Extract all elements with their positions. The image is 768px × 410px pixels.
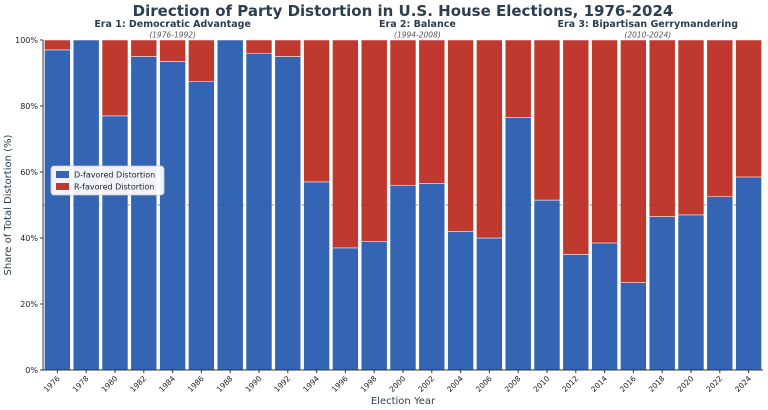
- d-favored-bar-1980: [101, 115, 129, 371]
- r-favored-bar-1996: [332, 39, 359, 249]
- d-favored-bar-2020: [677, 214, 705, 371]
- era-subtitle: (1976-1992): [149, 31, 196, 40]
- y-tick-label: 0%: [25, 366, 38, 375]
- d-favored-bar-1994: [303, 181, 330, 371]
- d-favored-bar-1996: [332, 247, 359, 371]
- d-favored-bar-2012: [562, 254, 590, 371]
- x-tick-label: 2016: [618, 374, 638, 394]
- x-tick-label: 1992: [272, 374, 292, 394]
- r-favored-bar-2022: [706, 39, 734, 197]
- y-tick-label: 20%: [20, 300, 38, 309]
- r-favored-bar-2012: [562, 39, 590, 255]
- r-favored-bar-2020: [677, 39, 705, 216]
- x-tick-label: 1986: [186, 374, 206, 394]
- legend-swatch: [56, 171, 69, 178]
- r-favored-bar-2018: [648, 39, 676, 217]
- x-tick-label: 1984: [157, 374, 177, 394]
- x-tick-label: 2010: [532, 374, 552, 394]
- y-tick-label: 100%: [15, 36, 38, 45]
- d-favored-bar-2010: [533, 199, 561, 371]
- r-favored-bar-1994: [303, 39, 330, 183]
- r-favored-bar-2016: [620, 39, 647, 283]
- d-favored-bar-1992: [274, 56, 302, 371]
- r-favored-bar-1998: [360, 39, 388, 242]
- x-tick-label: 2006: [474, 374, 494, 394]
- d-favored-bar-2004: [447, 231, 474, 371]
- legend: D-favored Distortion R-favored Distortion: [50, 165, 165, 196]
- x-tick-label: 1976: [42, 374, 62, 394]
- era-subtitle: (2010-2024): [624, 31, 671, 40]
- x-tick-label: 1988: [215, 374, 235, 394]
- era-title: Era 1: Democratic Advantage: [94, 19, 251, 30]
- era-annotations: Era 1: Democratic Advantage(1976-1992) Er…: [94, 19, 738, 40]
- x-tick-label: 1998: [359, 374, 379, 394]
- d-favored-bar-1982: [130, 56, 158, 371]
- y-tick-label: 60%: [20, 168, 38, 177]
- d-favored-bar-1990: [245, 52, 273, 371]
- era-title: Era 2: Balance: [379, 19, 456, 30]
- legend-swatch: [56, 183, 69, 190]
- x-tick-label: 1982: [128, 374, 148, 394]
- r-favored-bar-1982: [130, 39, 158, 57]
- r-favored-bar-1992: [274, 39, 302, 57]
- d-favored-bar-1984: [159, 61, 186, 371]
- r-favored-bar-2014: [591, 39, 618, 244]
- d-favored-bar-2008: [504, 117, 532, 371]
- r-favored-bar-1980: [101, 39, 129, 117]
- x-tick-label: 1978: [71, 374, 91, 394]
- r-favored-bar-2010: [533, 39, 561, 201]
- r-favored-bar-2000: [389, 39, 417, 186]
- x-axis-label: Election Year: [371, 396, 436, 407]
- d-favored-bar-1986: [188, 81, 215, 371]
- x-tick-label: 1980: [100, 374, 120, 394]
- legend-label: R-favored Distortion: [74, 183, 154, 192]
- x-tick-label: 2024: [733, 374, 753, 394]
- era-subtitle: (1994-2008): [394, 31, 441, 40]
- legend-label: D-favored Distortion: [74, 171, 155, 180]
- y-axis-label: Share of Total Distortion (%): [3, 134, 14, 275]
- x-tick-label: 2020: [676, 374, 696, 394]
- r-favored-bar-2024: [735, 39, 762, 178]
- d-favored-bar-1976: [44, 49, 71, 371]
- d-favored-bar-2000: [389, 184, 417, 371]
- r-favored-bar-1990: [245, 39, 273, 54]
- r-favored-bar-2006: [476, 39, 503, 239]
- r-favored-bar-2002: [418, 39, 446, 184]
- d-favored-bar-2014: [591, 242, 618, 371]
- legend-box: [50, 165, 165, 196]
- r-favored-bar-1984: [159, 39, 186, 62]
- x-tick-label: 2012: [560, 374, 580, 394]
- x-tick-label: 2018: [647, 374, 667, 394]
- r-favored-bar-2008: [504, 39, 532, 118]
- d-favored-bar-2016: [620, 282, 647, 371]
- d-favored-bar-2018: [648, 216, 676, 371]
- d-favored-bar-2022: [706, 196, 734, 371]
- x-tick-label: 2004: [445, 374, 465, 394]
- x-tick-label: 2008: [503, 374, 523, 394]
- r-favored-bar-2004: [447, 39, 474, 232]
- y-tick-label: 40%: [20, 234, 38, 243]
- d-favored-bar-1998: [360, 241, 388, 371]
- x-tick-label: 2022: [704, 374, 724, 394]
- x-tick-label: 2002: [416, 374, 436, 394]
- y-tick-label: 80%: [20, 102, 38, 111]
- x-tick-label: 1990: [244, 374, 264, 394]
- chart-title: Direction of Party Distortion in U.S. Ho…: [133, 2, 674, 20]
- x-tick-label: 2000: [388, 374, 408, 394]
- d-favored-bar-2024: [735, 176, 762, 371]
- r-favored-bar-1976: [44, 39, 71, 51]
- era-title: Era 3: Bipartisan Gerrymandering: [558, 19, 739, 30]
- d-favored-bar-2006: [476, 237, 503, 371]
- r-favored-bar-1986: [188, 39, 215, 82]
- x-tick-label: 1996: [330, 374, 350, 394]
- d-favored-bar-2002: [418, 183, 446, 371]
- x-tick-label: 2014: [589, 374, 609, 394]
- x-tick-label: 1994: [301, 374, 321, 394]
